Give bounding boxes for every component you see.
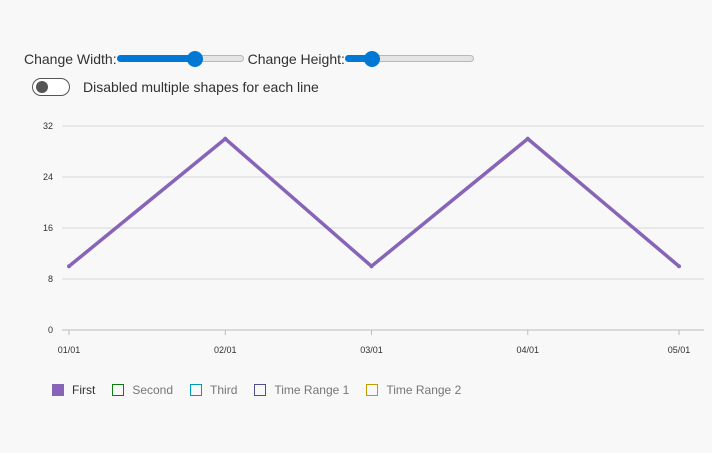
legend-item-time-range-2[interactable]: Time Range 2 xyxy=(366,383,461,397)
width-slider-label: Change Width: xyxy=(24,51,117,67)
multiple-shapes-toggle[interactable] xyxy=(32,78,70,96)
toggle-label: Disabled multiple shapes for each line xyxy=(83,79,319,95)
legend-item-third[interactable]: Third xyxy=(190,383,237,397)
legend-label: First xyxy=(72,383,96,397)
y-tick-label: 32 xyxy=(43,121,53,131)
legend-swatch xyxy=(112,384,125,396)
height-slider-fill xyxy=(344,55,373,62)
height-slider-thumb[interactable] xyxy=(364,51,381,67)
legend-label: Time Range 1 xyxy=(274,383,350,397)
data-point xyxy=(525,136,530,141)
data-point xyxy=(369,264,374,269)
legend-swatch xyxy=(366,384,379,396)
chart-grid xyxy=(62,125,704,280)
toggle-knob xyxy=(36,81,48,93)
legend-label: Time Range 2 xyxy=(386,383,462,397)
legend-item-second[interactable]: Second xyxy=(112,383,173,397)
data-point xyxy=(223,136,228,141)
multiple-shapes-toggle-row: Disabled multiple shapes for each line xyxy=(32,77,319,97)
chart-series xyxy=(67,136,681,269)
chart-axes: 0 8 16 24 32 01/01 02/01 03/01 04/01 05/01 xyxy=(43,121,704,355)
legend-label: Second xyxy=(132,383,174,397)
height-slider[interactable] xyxy=(344,49,474,69)
legend-item-first[interactable]: First xyxy=(52,383,95,397)
legend-label: Third xyxy=(210,383,238,397)
y-tick-label: 0 xyxy=(48,325,53,335)
data-point xyxy=(67,264,71,269)
width-slider-fill xyxy=(116,55,195,62)
x-tick-label: 03/01 xyxy=(360,345,383,355)
x-tick-label: 04/01 xyxy=(516,345,539,355)
legend-swatch xyxy=(254,384,267,396)
height-slider-label: Change Height: xyxy=(247,51,345,67)
x-tick-label: 05/01 xyxy=(668,345,691,355)
width-slider[interactable] xyxy=(116,49,244,69)
y-tick-label: 8 xyxy=(48,274,53,284)
legend-swatch xyxy=(52,384,64,396)
data-point xyxy=(677,264,681,269)
series-line-first xyxy=(67,136,681,269)
y-tick-label: 16 xyxy=(43,223,53,233)
chart-legend: First Second Third Time Range 1 Time Range 2 xyxy=(52,382,478,398)
legend-swatch xyxy=(190,384,203,396)
x-tick-label: 01/01 xyxy=(58,345,81,355)
y-tick-label: 24 xyxy=(43,172,53,182)
x-tick-label: 02/01 xyxy=(214,345,237,355)
width-slider-thumb[interactable] xyxy=(186,51,203,67)
size-controls: Change Width: Change Height: xyxy=(24,49,474,69)
legend-item-time-range-1[interactable]: Time Range 1 xyxy=(254,383,349,397)
